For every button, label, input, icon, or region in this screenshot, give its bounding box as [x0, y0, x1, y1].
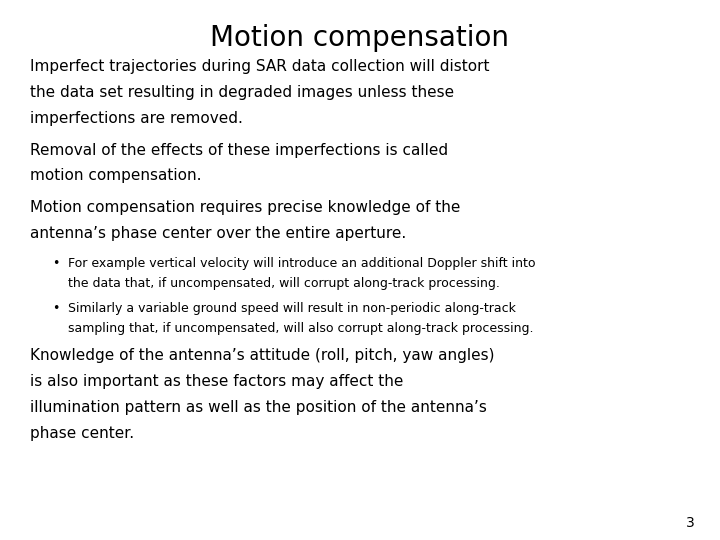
Text: Motion compensation requires precise knowledge of the: Motion compensation requires precise kno…	[30, 200, 461, 215]
Text: Imperfect trajectories during SAR data collection will distort: Imperfect trajectories during SAR data c…	[30, 59, 490, 75]
Text: •: •	[52, 302, 59, 315]
Text: 3: 3	[686, 516, 695, 530]
Text: •: •	[52, 257, 59, 270]
Text: imperfections are removed.: imperfections are removed.	[30, 111, 243, 126]
Text: Removal of the effects of these imperfections is called: Removal of the effects of these imperfec…	[30, 143, 449, 158]
Text: motion compensation.: motion compensation.	[30, 168, 202, 184]
Text: illumination pattern as well as the position of the antenna’s: illumination pattern as well as the posi…	[30, 400, 487, 415]
Text: sampling that, if uncompensated, will also corrupt along-track processing.: sampling that, if uncompensated, will al…	[68, 322, 534, 335]
Text: phase center.: phase center.	[30, 426, 135, 441]
Text: antenna’s phase center over the entire aperture.: antenna’s phase center over the entire a…	[30, 226, 407, 241]
Text: the data that, if uncompensated, will corrupt along-track processing.: the data that, if uncompensated, will co…	[68, 277, 500, 290]
Text: is also important as these factors may affect the: is also important as these factors may a…	[30, 374, 404, 389]
Text: Motion compensation: Motion compensation	[210, 24, 510, 52]
Text: Knowledge of the antenna’s attitude (roll, pitch, yaw angles): Knowledge of the antenna’s attitude (rol…	[30, 348, 495, 363]
Text: the data set resulting in degraded images unless these: the data set resulting in degraded image…	[30, 85, 454, 100]
Text: For example vertical velocity will introduce an additional Doppler shift into: For example vertical velocity will intro…	[68, 257, 536, 270]
Text: Similarly a variable ground speed will result in non-periodic along-track: Similarly a variable ground speed will r…	[68, 302, 516, 315]
